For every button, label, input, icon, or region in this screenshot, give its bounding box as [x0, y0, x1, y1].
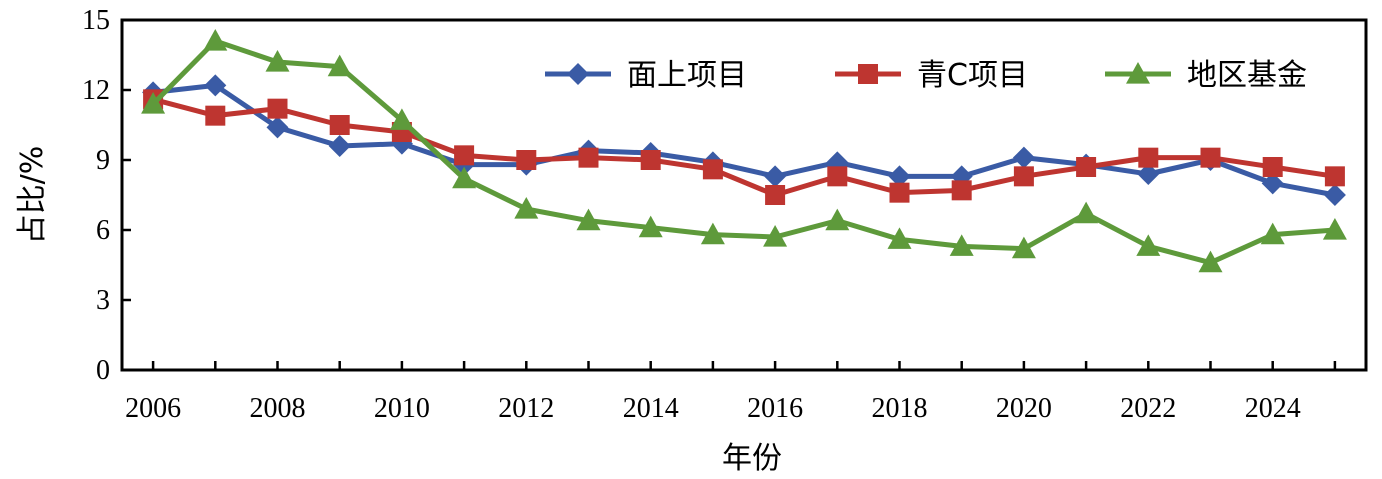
data-point	[452, 166, 477, 189]
x-tick-label: 2024	[1245, 393, 1301, 424]
data-point	[638, 215, 663, 238]
legend-marker	[567, 63, 589, 85]
y-tick-label: 9	[96, 145, 110, 176]
plot-area-frame	[120, 18, 1368, 372]
legend-label: 地区基金	[1187, 58, 1307, 93]
data-point	[763, 225, 788, 247]
legend-item: 青C项目	[835, 58, 1028, 93]
data-point	[516, 150, 537, 170]
series-line	[152, 82, 1336, 198]
data-point	[514, 197, 539, 219]
y-tick-label: 15	[82, 5, 110, 36]
data-point	[1012, 146, 1035, 169]
data-point	[1260, 222, 1285, 245]
data-point	[1323, 184, 1346, 206]
data-point	[1324, 166, 1345, 187]
data-point	[1262, 157, 1283, 177]
data-point	[949, 234, 974, 256]
x-tick-label: 2022	[1120, 393, 1176, 424]
x-tick-label: 2014	[623, 393, 679, 424]
data-point	[889, 182, 910, 203]
data-point	[204, 74, 227, 97]
data-point	[203, 29, 228, 51]
legend-label: 青C项目	[917, 58, 1028, 93]
legend-item: 地区基金	[1105, 58, 1307, 93]
data-point	[1198, 250, 1223, 273]
data-point	[1076, 157, 1097, 177]
data-point	[702, 159, 723, 180]
series-line	[152, 96, 1336, 198]
y-tick-label: 3	[96, 285, 110, 316]
data-point	[827, 166, 848, 187]
x-tick-label: 2006	[125, 393, 181, 424]
x-tick-label: 2020	[996, 393, 1052, 424]
series-3	[141, 29, 1347, 273]
data-point	[389, 108, 414, 130]
y-tick-label: 12	[82, 75, 110, 106]
data-point	[1013, 166, 1034, 187]
x-axis-title: 年份	[722, 441, 782, 476]
data-point	[576, 208, 601, 231]
data-point	[1074, 201, 1099, 224]
x-tick-label: 2016	[747, 393, 803, 424]
data-point	[265, 50, 290, 72]
data-point	[328, 135, 351, 157]
x-tick-label: 2008	[250, 393, 306, 424]
data-point	[1138, 147, 1159, 168]
data-point	[951, 180, 972, 201]
data-point	[141, 92, 166, 114]
data-point	[1011, 236, 1036, 259]
data-point	[887, 227, 912, 249]
data-point	[578, 147, 599, 168]
data-point	[454, 145, 475, 166]
x-tick-label: 2010	[374, 393, 430, 424]
series-1	[142, 74, 1346, 206]
series-2	[143, 89, 1345, 205]
data-point	[1322, 218, 1347, 240]
data-point	[329, 115, 350, 135]
legend-label: 面上项目	[627, 58, 747, 93]
legend-marker	[858, 64, 878, 84]
data-point	[888, 165, 911, 188]
data-point	[205, 105, 226, 126]
data-point	[267, 98, 288, 119]
data-point	[1137, 163, 1160, 185]
x-tick-label: 2018	[872, 393, 928, 424]
series-layer	[141, 29, 1347, 273]
data-point	[1136, 234, 1161, 256]
legend: 面上项目 青C项目 地区基金	[545, 58, 1307, 93]
y-tick-label: 6	[96, 215, 110, 246]
y-tick-label: 0	[96, 355, 110, 386]
data-point	[700, 222, 725, 245]
data-point	[1200, 147, 1221, 168]
x-tick-label: 2012	[498, 393, 554, 424]
data-point	[765, 185, 786, 205]
legend-marker	[1126, 62, 1150, 84]
y-axis-title: 占比/%	[15, 146, 50, 245]
legend-item: 面上项目	[545, 58, 747, 93]
data-point	[266, 116, 289, 139]
data-point	[764, 165, 787, 188]
data-point	[1261, 172, 1284, 195]
data-point	[640, 150, 661, 170]
axis-ticks: 0 3 6 9 12 15 2006 2008 2010 2012 2014 2016 2018 2020…	[82, 5, 1337, 424]
data-point	[327, 54, 352, 77]
data-point	[825, 208, 850, 231]
